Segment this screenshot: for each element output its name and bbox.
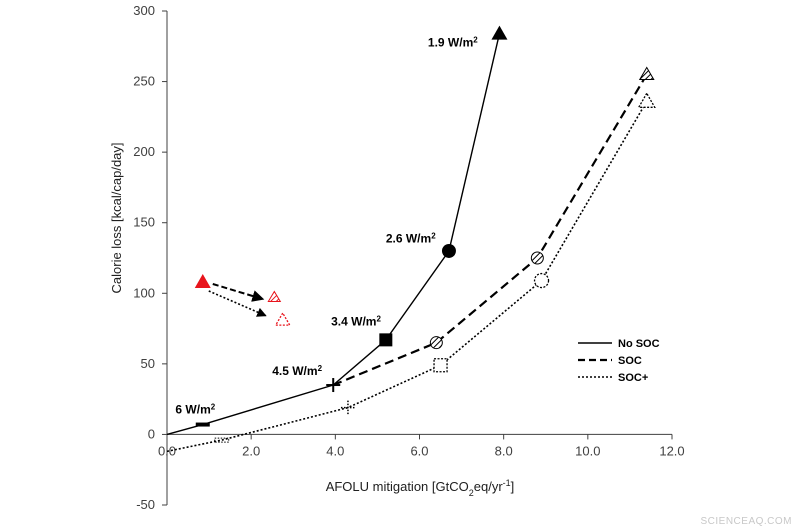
marker-hatch-circle	[429, 336, 443, 350]
y-tick-label: 250	[133, 74, 155, 89]
x-axis-title: AFOLU mitigation [GtCO2eq/yr-1]	[326, 478, 515, 498]
y-axis-title: Calorie loss [kcal/cap/day]	[109, 142, 124, 293]
forcing-label: 2.6 W/m2	[386, 231, 436, 246]
forcing-label: 1.9 W/m2	[428, 35, 478, 50]
legend-item: No SOC	[578, 338, 660, 350]
y-tick-label: -50	[136, 497, 155, 512]
annotations: 6 W/m2 4.5 W/m2 3.4 W/m2 2.6 W/m2 1.9 W/m2	[175, 35, 478, 416]
watermark: SCIENCEAQ.COM	[700, 516, 792, 527]
inset-soc-triangle	[267, 290, 282, 303]
marker-dotted-circle	[533, 272, 550, 289]
marker-square	[379, 333, 393, 347]
series-layer	[166, 25, 656, 453]
x-tick-label: 4.0	[326, 443, 344, 458]
x-tick-label: 10.0	[575, 443, 600, 458]
series-soc	[332, 66, 655, 387]
marker-dotted-dash	[214, 437, 230, 443]
series-no-soc	[166, 25, 508, 436]
legend: No SOC SOC SOC+	[578, 338, 660, 384]
legend-label: SOC+	[618, 372, 648, 384]
inset-socplus-triangle	[274, 311, 291, 326]
y-tick-label: 300	[133, 3, 155, 18]
x-tick-label: 12.0	[659, 443, 684, 458]
forcing-label: 3.4 W/m2	[331, 314, 381, 329]
inset-arrow-soc	[212, 283, 265, 302]
legend-label: No SOC	[618, 338, 660, 350]
marker-triangle	[491, 25, 508, 40]
forcing-label: 6 W/m2	[175, 402, 215, 417]
inset-origin-triangle	[194, 273, 211, 288]
series-line	[166, 33, 501, 436]
y-tick-label: 50	[141, 356, 155, 371]
marker-dash	[195, 422, 210, 427]
series-line	[166, 100, 648, 453]
legend-item: SOC	[578, 355, 642, 367]
legend-item: SOC+	[578, 372, 648, 384]
y-tick-label: 100	[133, 285, 155, 300]
marker-circle	[441, 243, 456, 258]
x-tick-label: 2.0	[242, 443, 260, 458]
marker-dotted-triangle	[637, 92, 656, 108]
marker-dotted-square	[433, 358, 448, 373]
series-soc-	[166, 92, 656, 453]
y-tick-label: 200	[133, 144, 155, 159]
marker-hatch-circle	[530, 251, 544, 265]
axes	[162, 10, 673, 506]
inset-arrow-socplus	[208, 290, 268, 317]
marker-hatch-triangle	[638, 66, 655, 81]
x-tick-label: 6.0	[410, 443, 428, 458]
forcing-label: 4.5 W/m2	[272, 364, 322, 379]
y-tick-label: 150	[133, 215, 155, 230]
y-tick-label: 0	[148, 426, 155, 441]
legend-label: SOC	[618, 355, 642, 367]
inset-arrow-legend	[194, 273, 291, 326]
series-line	[332, 73, 648, 387]
x-tick-label: 8.0	[495, 443, 513, 458]
